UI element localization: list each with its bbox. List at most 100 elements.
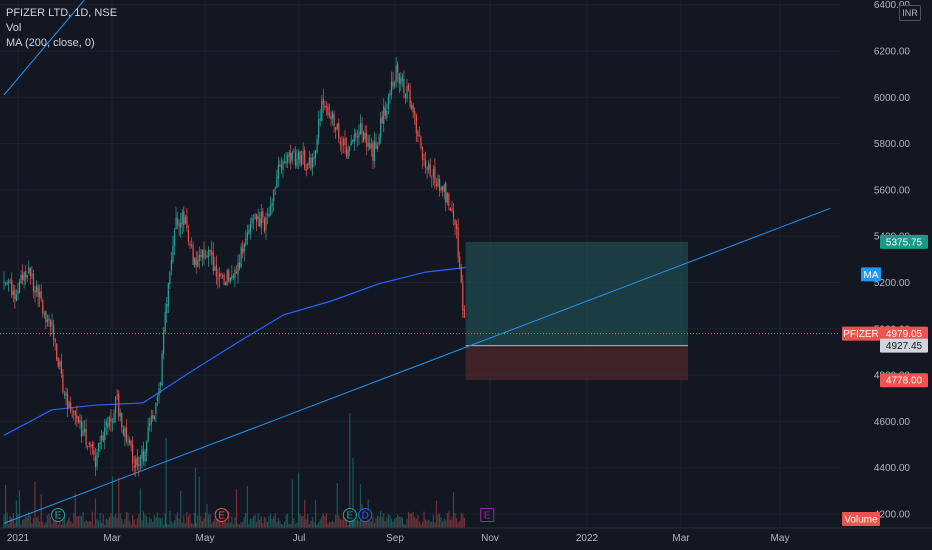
- candle-body: [90, 444, 92, 446]
- dividend-marker-icon[interactable]: [358, 508, 373, 522]
- volume-bar: [452, 492, 455, 528]
- volume-bar: [245, 512, 247, 528]
- volume-bar: [262, 523, 264, 528]
- volume-bar: [434, 522, 436, 528]
- volume-bar: [279, 520, 281, 528]
- earnings-marker-icon[interactable]: [214, 508, 229, 522]
- earnings-marker-icon[interactable]: [480, 508, 495, 522]
- candle-body: [254, 214, 256, 219]
- candle-body: [359, 123, 362, 134]
- currency-button[interactable]: INR: [899, 5, 921, 21]
- time-axis[interactable]: 2021 Mar May Jul Sep Nov 2022 Mar May: [0, 527, 932, 544]
- volume-bar: [57, 524, 59, 528]
- trend-line[interactable]: [3, 0, 85, 96]
- volume-bar: [291, 479, 293, 528]
- volume-bar: [147, 522, 149, 528]
- candle-body: [364, 132, 366, 140]
- trend-line[interactable]: [3, 207, 831, 524]
- volume-bar: [178, 518, 180, 528]
- volume-bar: [328, 521, 331, 528]
- volume-bar: [138, 514, 140, 528]
- candle-body: [198, 254, 200, 261]
- ma-indicator-label[interactable]: MA (200, close, 0): [6, 37, 95, 49]
- candle-body: [401, 76, 403, 81]
- candle-body: [259, 218, 261, 227]
- volume-bar: [429, 521, 431, 528]
- trend-lines[interactable]: [3, 0, 831, 524]
- volume-bar: [229, 522, 231, 528]
- volume-bar: [204, 512, 207, 528]
- candle-body: [462, 282, 464, 311]
- candle-body: [445, 182, 447, 203]
- volume-bar: [242, 522, 244, 528]
- candle-body: [166, 304, 168, 314]
- event-marker-earnings-down[interactable]: E: [214, 508, 229, 522]
- price-tick-label: 4400.00: [874, 463, 911, 474]
- long-position-tool[interactable]: [465, 241, 688, 381]
- volume-indicator-label[interactable]: Vol: [6, 22, 22, 34]
- candle-body: [265, 217, 267, 230]
- volume-bar: [180, 490, 182, 528]
- volume-bar: [409, 513, 411, 528]
- candle-body: [367, 142, 369, 147]
- volume-bar: [118, 477, 120, 528]
- candle-body: [218, 273, 221, 278]
- profit-zone[interactable]: [465, 241, 688, 346]
- volume-bar: [110, 513, 112, 528]
- candle-body: [200, 255, 202, 257]
- candle-body: [386, 110, 388, 118]
- event-marker-earnings-up[interactable]: E: [51, 508, 66, 522]
- event-marker-dividend[interactable]: D: [358, 508, 373, 522]
- candle-body: [142, 450, 145, 462]
- candle-body: [363, 132, 365, 141]
- volume-bar: [442, 521, 444, 528]
- candle-body: [201, 250, 203, 258]
- volume-pane-label[interactable]: Volume: [842, 512, 880, 526]
- ma-price-tag: MA: [861, 267, 881, 282]
- volume-bar: [268, 516, 270, 528]
- earnings-marker-icon[interactable]: [342, 508, 357, 522]
- volume-bar: [74, 493, 76, 528]
- loss-zone[interactable]: [465, 345, 688, 381]
- candle-body: [460, 266, 462, 283]
- candle-body: [53, 324, 55, 340]
- volume-bar: [274, 513, 276, 528]
- volume-bar: [201, 520, 203, 528]
- volume-bar: [304, 499, 306, 528]
- candle-body: [448, 194, 450, 206]
- candle-body: [91, 444, 93, 449]
- volume-bar: [166, 523, 168, 528]
- event-marker-earnings-up[interactable]: E: [342, 508, 357, 522]
- event-marker-earnings-upcoming[interactable]: E: [480, 508, 495, 522]
- symbol-title[interactable]: PFIZER LTD, 1D, NSE: [6, 7, 118, 19]
- volume-bar: [463, 518, 465, 528]
- volume-bar: [270, 514, 272, 528]
- volume-bar: [314, 500, 317, 528]
- volume-bar: [60, 524, 62, 528]
- candle-body: [150, 416, 152, 425]
- entry-price-label-bg: [880, 338, 928, 353]
- volume-bar: [197, 515, 199, 528]
- candle-body: [373, 140, 376, 161]
- candle-body: [181, 212, 183, 225]
- volume-bar: [235, 488, 238, 528]
- volume-bar: [349, 413, 351, 528]
- candle-body: [431, 177, 433, 179]
- volume-bar: [266, 521, 269, 528]
- candle-body: [139, 456, 141, 465]
- volume-bar: [46, 515, 48, 528]
- earnings-marker-icon[interactable]: [51, 508, 66, 522]
- volume-bar: [164, 513, 166, 528]
- candle-body: [147, 427, 149, 442]
- volume-bar: [352, 520, 354, 528]
- volume-bar: [316, 524, 318, 528]
- volume-bar: [214, 519, 216, 528]
- volume-bar: [373, 522, 376, 528]
- candle-body: [387, 97, 389, 109]
- last-price-label: 4979.05: [880, 326, 928, 341]
- candle-body: [234, 269, 236, 279]
- candle-body: [355, 133, 357, 137]
- candle-body: [328, 113, 331, 116]
